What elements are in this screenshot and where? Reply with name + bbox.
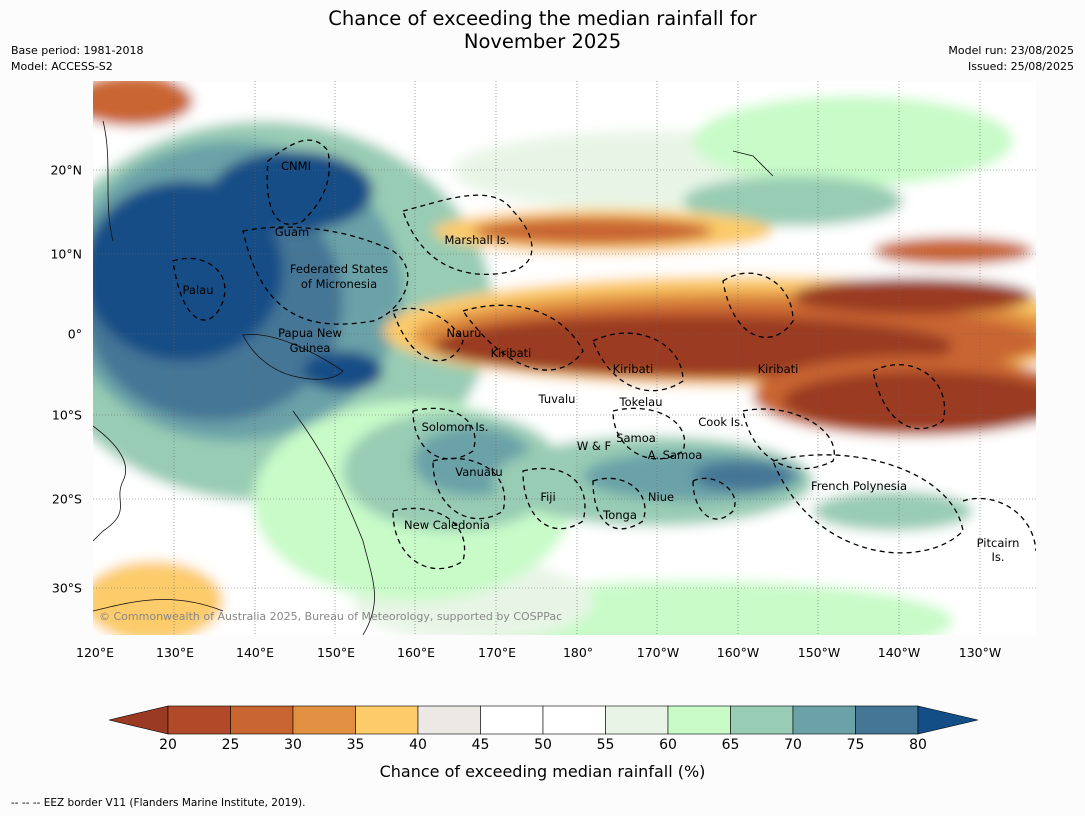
map-canvas [93,81,1036,635]
y-tick-0: 0° [67,326,82,342]
colorbar-swatches [108,705,979,735]
colorbar-label: Chance of exceeding median rainfall (%) [379,762,706,781]
eez-borders [172,139,1036,570]
colorbar-tick-label: 20 [159,737,177,753]
grid-lines [93,81,1036,635]
colorbar-tick-label: 65 [721,737,740,753]
colorbar-swatch [292,705,356,735]
colorbar-swatch [230,705,294,735]
colorbar-swatch [730,705,794,735]
y-tick-10s: 10°S [51,407,82,423]
label-samoa: Samoa [616,431,656,445]
label-pitcairn-line1: Pitcairn [976,536,1020,550]
colorbar-tick-label: 80 [909,737,927,753]
label-new-caledonia: New Caledonia [404,518,490,532]
colorbar-swatch [542,705,606,735]
colorbar-tick-label: 40 [409,737,427,753]
title-line-2: November 2025 [463,30,622,53]
label-tuvalu: Tuvalu [538,392,576,406]
x-tick-160e: 160°E [396,645,436,660]
y-tick-20n: 20°N [50,162,82,178]
label-tonga: Tonga [603,508,637,522]
label-french-polynesia: French Polynesia [810,479,908,493]
label-nauru: Nauru [446,326,482,340]
colorbar-tick-label: 35 [346,737,365,753]
colorbar-swatch [855,705,919,735]
label-fiji: Fiji [540,490,556,504]
map-title: Chance of exceeding the median rainfall … [0,7,1085,53]
label-kiribati-central: Kiribati [612,362,654,376]
colorbar-tick-label: 25 [221,737,240,753]
label-guam: Guam [274,225,310,239]
label-niue: Niue [647,490,675,504]
colorbar-swatch [480,705,544,735]
model-name: Model: ACCESS-S2 [11,60,113,73]
x-tick-150e: 150°E [316,645,356,660]
model-run: Model run: 23/08/2025 [948,44,1074,57]
title-line-1: Chance of exceeding the median rainfall … [328,7,757,30]
label-american-samoa: A. Samoa [647,448,703,462]
colorbar-tick-label: 55 [596,737,615,753]
colorbar-tick-label: 70 [784,737,802,753]
y-tick-30s: 30°S [51,580,82,596]
label-palau: Palau [182,283,214,297]
colorbar-swatch [167,705,231,735]
y-tick-20s: 20°S [51,491,82,507]
label-kiribati-west: Kiribati [490,346,532,360]
eez-footnote: -- -- -- EEZ border V11 (Flanders Marine… [11,797,306,809]
colorbar-tick-label: 45 [471,737,490,753]
x-tick-130w: 130°W [958,645,1002,660]
x-tick-160w: 160°W [716,645,760,660]
y-tick-10n: 10°N [50,246,82,262]
colorbar-swatch [667,705,731,735]
label-vanuatu: Vanuatu [455,465,503,479]
colorbar-tick-label: 30 [284,737,302,753]
label-marshall-islands: Marshall Is. [444,233,510,247]
x-tick-170e: 170°E [477,645,517,660]
label-solomon-islands: Solomon Is. [421,420,489,434]
rainfall-shading [93,81,1036,635]
coastlines [93,120,774,635]
colorbar-extend-low [108,705,169,735]
x-tick-120e: 120°E [75,645,115,660]
x-tick-150w: 150°W [797,645,841,660]
label-wallis-futuna: W & F [576,439,612,453]
label-pitcairn-line2: Is. [991,550,1005,564]
base-period: Base period: 1981-2018 [11,44,144,57]
label-cnmi: CNMI [281,159,311,173]
label-fsm-line2: of Micronesia [300,277,378,291]
label-png-line1: Papua New [278,326,342,340]
colorbar-swatch [792,705,856,735]
x-tick-130e: 130°E [155,645,195,660]
x-tick-140w: 140°W [877,645,921,660]
colorbar [108,705,979,735]
colorbar-tick-label: 50 [534,737,552,753]
meta-left: Base period: 1981-2018 Model: ACCESS-S2 [11,43,143,75]
meta-right: Model run: 23/08/2025 Issued: 25/08/2025 [948,43,1074,75]
colorbar-swatch [417,705,481,735]
label-tokelau: Tokelau [619,395,663,409]
colorbar-tick-label: 75 [846,737,865,753]
colorbar-swatch [355,705,419,735]
rainfall-map: © Commonwealth of Australia 2025, Bureau… [93,81,1036,635]
label-cook-islands: Cook Is. [698,415,744,429]
colorbar-swatch [605,705,669,735]
colorbar-extend-high [917,705,979,735]
label-kiribati-east: Kiribati [757,362,799,376]
label-png-line2: Guinea [289,341,331,355]
x-tick-170w: 170°W [636,645,680,660]
x-tick-140e: 140°E [235,645,275,660]
issued-date: Issued: 25/08/2025 [967,60,1074,73]
x-tick-180: 180° [562,645,594,660]
colorbar-tick-label: 60 [659,737,677,753]
label-fsm-line1: Federated States [289,262,389,276]
copyright-notice: © Commonwealth of Australia 2025, Bureau… [99,610,563,623]
